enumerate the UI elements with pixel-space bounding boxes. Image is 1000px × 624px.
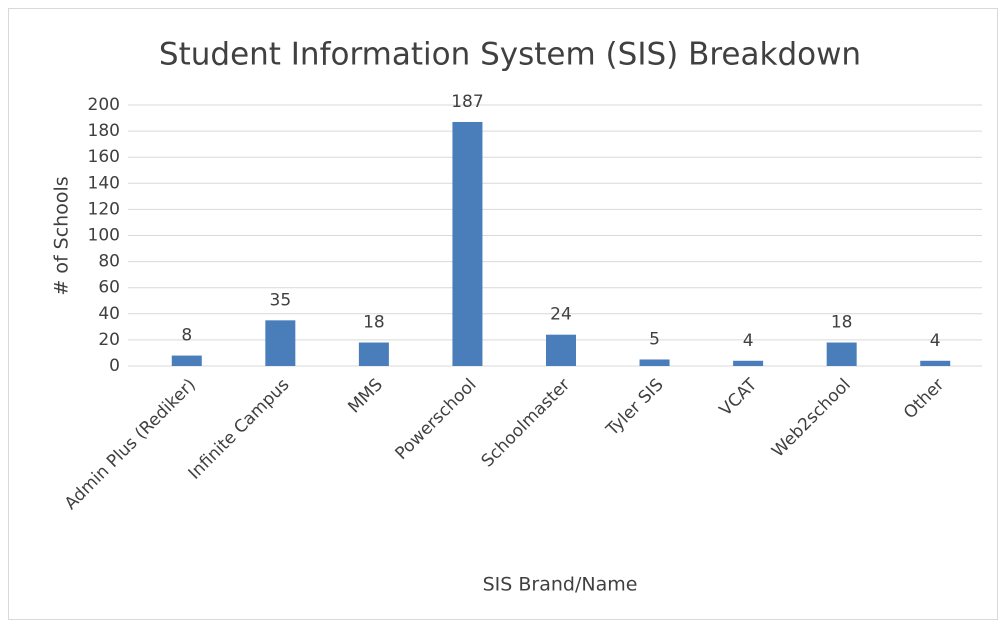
bar: [826, 342, 857, 366]
data-label: 24: [550, 305, 572, 325]
data-label: 18: [363, 313, 385, 333]
data-label: 8: [181, 326, 192, 346]
data-label: 35: [270, 290, 292, 310]
data-label: 4: [743, 331, 754, 351]
bar: [358, 342, 389, 366]
y-tick-label: 160: [88, 147, 120, 167]
y-tick-label: 40: [98, 304, 120, 324]
y-tick-label: 80: [98, 252, 120, 272]
y-tick-label: 60: [98, 278, 120, 298]
data-label: 4: [930, 331, 941, 351]
bar: [920, 360, 951, 366]
y-tick-label: 140: [88, 173, 120, 193]
x-axis-title: SIS Brand/Name: [483, 574, 638, 596]
bar: [639, 359, 670, 366]
bar: [546, 334, 576, 366]
data-label: 187: [451, 92, 483, 112]
chart-title: Student Information System (SIS) Breakdo…: [159, 37, 861, 73]
bar: [171, 355, 202, 366]
data-label: 18: [831, 313, 853, 333]
y-tick-label: 100: [88, 226, 120, 246]
bar: [452, 121, 483, 366]
y-tick-label: 20: [98, 330, 120, 350]
y-tick-label: 200: [88, 95, 120, 115]
data-label: 5: [649, 329, 660, 349]
y-tick-label: 120: [88, 199, 120, 219]
y-tick-label: 0: [109, 356, 120, 376]
y-tick-label: 180: [88, 121, 120, 141]
bar: [733, 360, 764, 366]
bar: [265, 320, 296, 366]
y-axis-title: # of Schools: [51, 176, 73, 295]
